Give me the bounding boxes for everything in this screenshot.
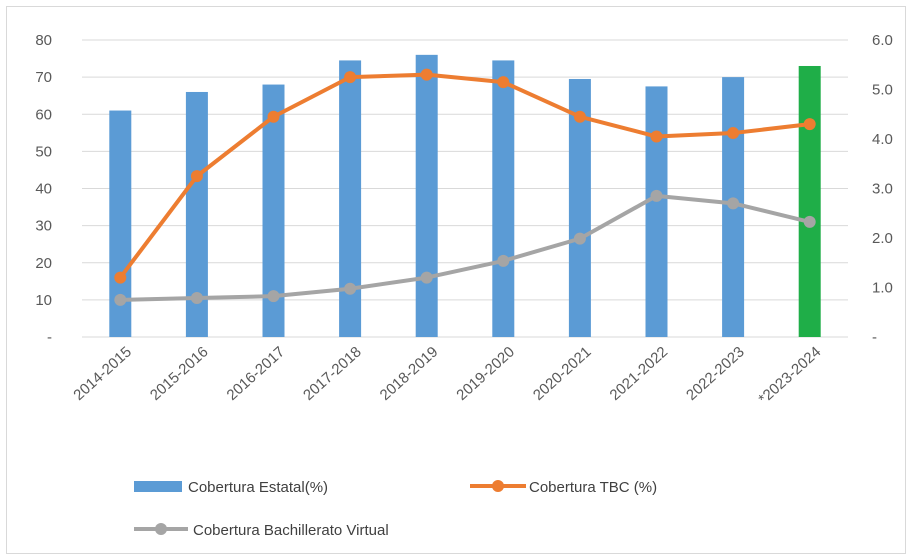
x-tick-label: *2023-2024: [755, 343, 824, 408]
bar: [492, 60, 515, 337]
y-left-tick-label: 50: [35, 143, 52, 160]
legend: Cobertura Estatal(%) Cobertura TBC (%) Cob…: [134, 479, 657, 539]
y-right-tick-label: 1.0: [872, 280, 893, 297]
y-right-tick-label: 3.0: [872, 181, 893, 198]
bar: [645, 86, 668, 337]
y-left-tick-label: 40: [35, 181, 52, 198]
x-tick-label: 2015-2016: [147, 343, 212, 404]
y-left-tick-label: -: [47, 329, 52, 346]
y-left-tick-label: 70: [35, 69, 52, 86]
data-point: [573, 232, 586, 245]
legend-label: Cobertura Bachillerato Virtual: [193, 522, 389, 539]
data-point: [344, 71, 357, 84]
legend-label: Cobertura Estatal(%): [188, 479, 328, 496]
data-point: [727, 127, 740, 140]
lines: [114, 68, 816, 306]
data-point: [803, 118, 816, 131]
x-tick-label: 2019-2020: [453, 343, 518, 404]
data-point: [650, 189, 663, 202]
x-tick-label: 2022-2023: [683, 343, 748, 404]
chart-frame: [6, 6, 906, 554]
series-line: [118, 72, 810, 279]
data-point: [267, 110, 280, 123]
data-point: [573, 110, 586, 123]
legend-swatch: [134, 481, 182, 492]
x-tick-label: 2021-2022: [606, 343, 671, 404]
data-point: [650, 130, 663, 143]
data-point: [114, 271, 127, 284]
x-tick-label: 2018-2019: [377, 343, 442, 404]
bars: [109, 54, 821, 338]
y-left-tick-label: 60: [35, 106, 52, 123]
y-left-tick-label: 20: [35, 255, 52, 272]
legend-swatch: [155, 523, 167, 535]
bar: [109, 110, 132, 337]
data-point: [114, 293, 127, 306]
bar: [415, 54, 438, 337]
y-left-tick-label: 10: [35, 292, 52, 309]
bar: [798, 65, 821, 338]
y-right-tick-label: 4.0: [872, 131, 893, 148]
y-left-tick-label: 80: [35, 32, 52, 49]
data-point: [420, 68, 433, 81]
bar: [339, 60, 362, 337]
y-left-tick-label: 30: [35, 218, 52, 235]
data-point: [190, 170, 203, 183]
y-right-tick-label: 6.0: [872, 32, 893, 49]
data-point: [727, 197, 740, 210]
y-right-tick-label: 2.0: [872, 230, 893, 247]
x-tick-label: 2016-2017: [223, 343, 288, 404]
bar: [262, 84, 285, 337]
x-tick-label: 2020-2021: [530, 343, 595, 404]
y-right-tick-label: -: [872, 329, 877, 346]
data-point: [803, 215, 816, 228]
bar: [185, 91, 208, 337]
data-point: [344, 282, 357, 295]
x-tick-label: 2014-2015: [70, 343, 135, 404]
gridlines: [82, 39, 848, 338]
x-tick-label: 2017-2018: [300, 343, 365, 404]
data-point: [497, 254, 510, 267]
data-point: [190, 292, 203, 305]
data-point: [497, 76, 510, 89]
series-line: [120, 193, 811, 302]
bar: [568, 78, 591, 337]
data-point: [267, 290, 280, 303]
legend-swatch: [492, 480, 504, 492]
legend-label: Cobertura TBC (%): [529, 479, 657, 496]
y-right-tick-label: 5.0: [872, 82, 893, 99]
data-point: [420, 271, 433, 284]
